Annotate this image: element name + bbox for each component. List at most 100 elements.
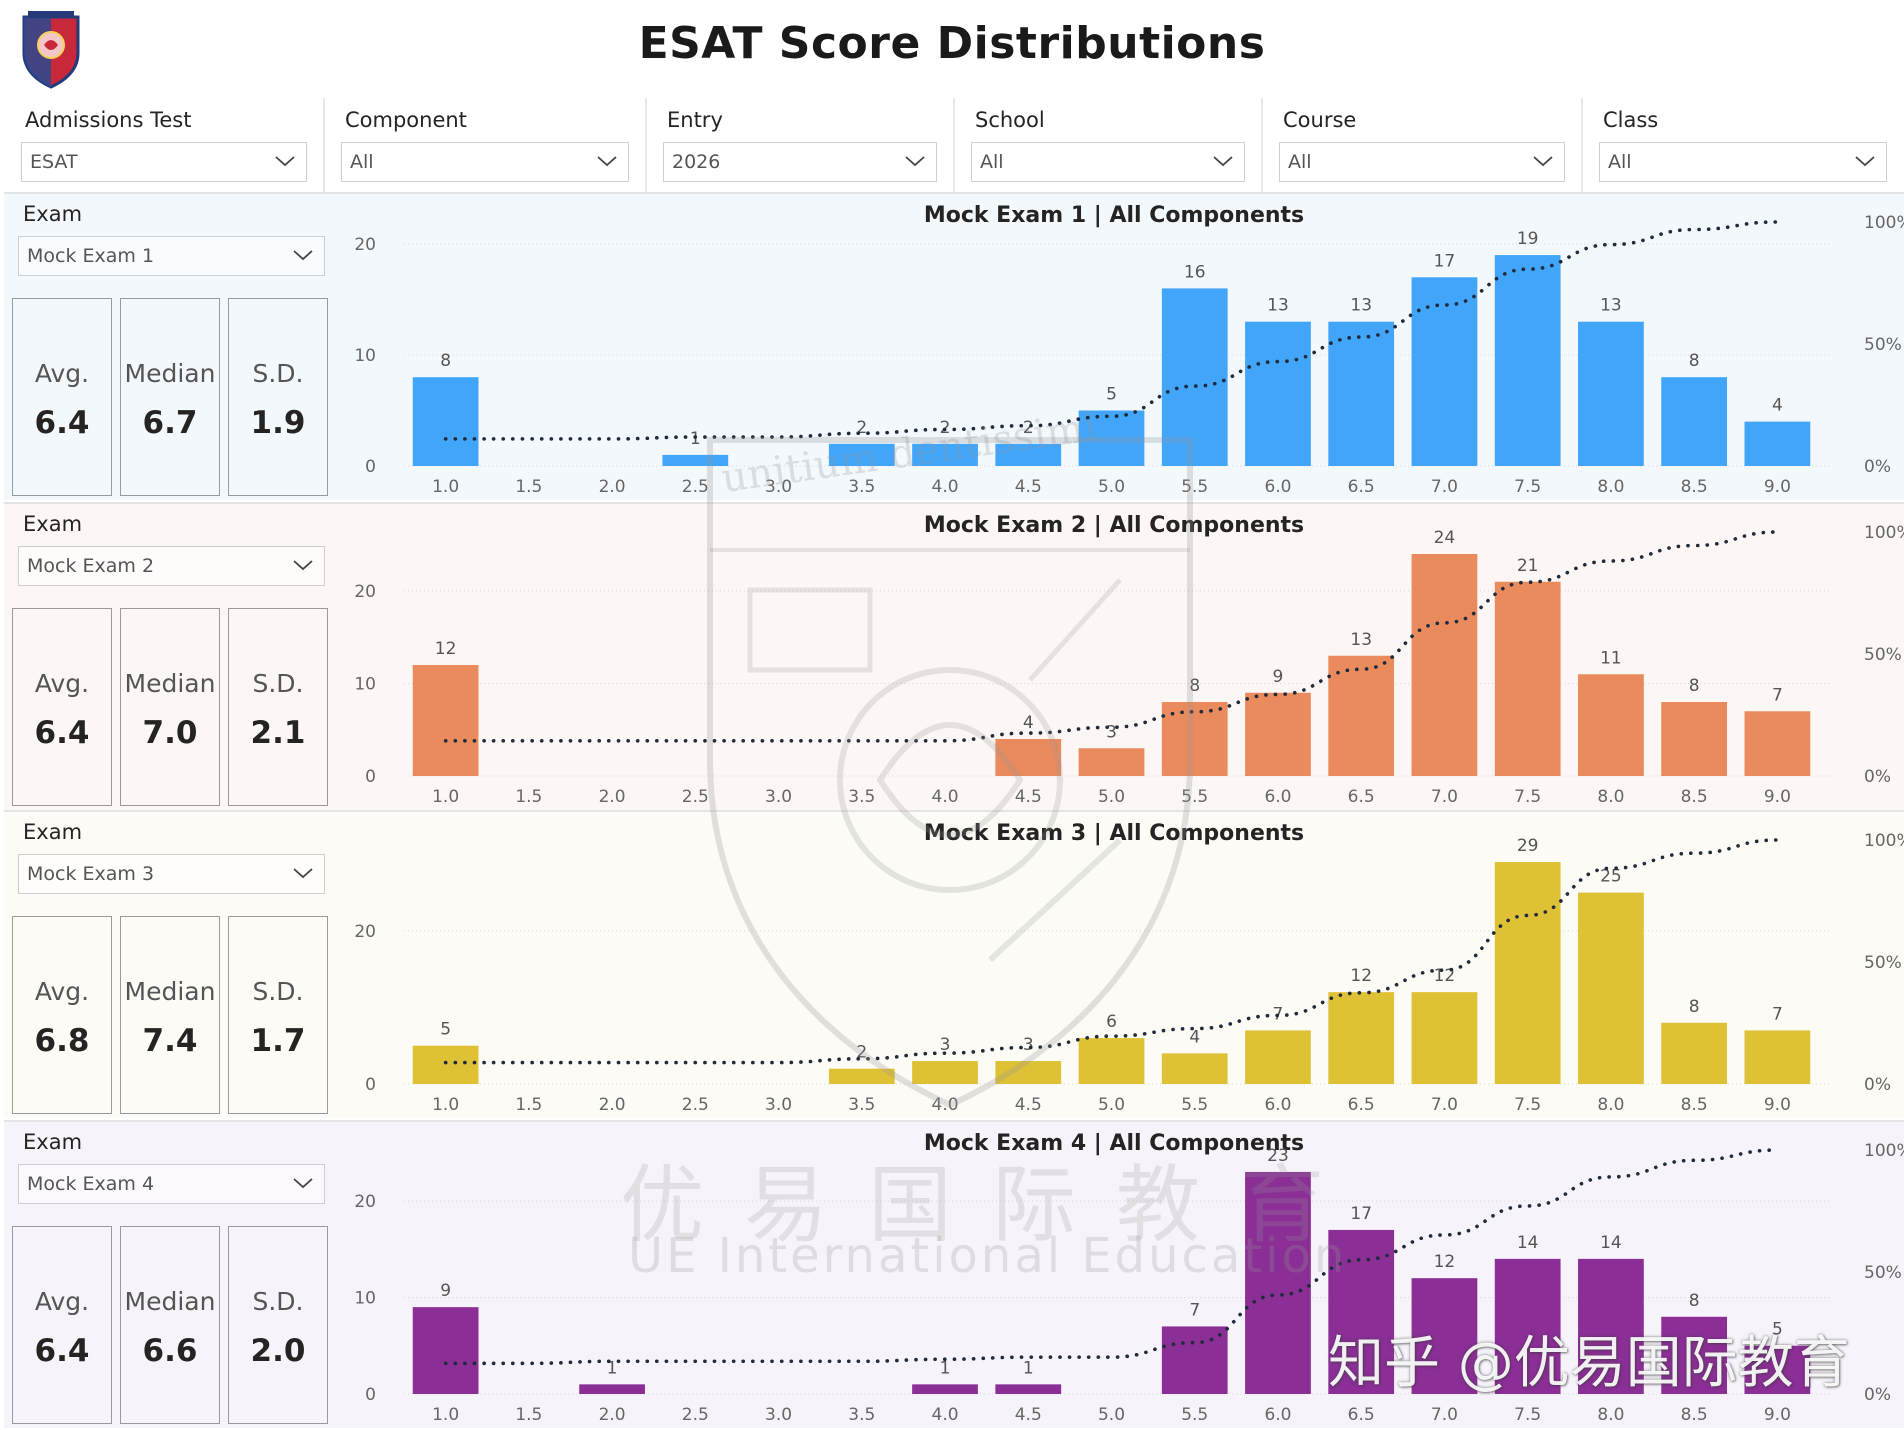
bar	[1494, 862, 1561, 1084]
exam-dropdown[interactable]: Mock Exam 3	[18, 854, 325, 894]
data-label: 13	[1267, 296, 1289, 316]
x-tick-label: 8.0	[1597, 787, 1624, 807]
filter-course: Course All	[1263, 98, 1583, 192]
bar	[828, 1068, 895, 1084]
header: ESAT Score Distributions	[0, 0, 1904, 98]
exam-label: Exam	[23, 1130, 83, 1154]
bar	[1494, 255, 1561, 466]
data-label: 12	[1434, 1252, 1456, 1272]
data-label: 11	[1600, 648, 1622, 668]
exam-dropdown[interactable]: Mock Exam 4	[18, 1164, 325, 1204]
filter-bar: Admissions Test ESAT Component All Entry…	[5, 98, 1903, 192]
x-tick-label: 6.0	[1264, 787, 1291, 807]
sd-value: 2.0	[250, 1333, 306, 1369]
x-tick-label: 3.5	[848, 477, 875, 497]
data-label: 12	[435, 639, 457, 659]
avg-value: 6.8	[34, 1023, 90, 1059]
avg-label: Avg.	[34, 359, 90, 388]
data-label: 9	[440, 1281, 451, 1301]
x-tick-label: 3.0	[765, 1405, 792, 1425]
exam-label: Exam	[23, 820, 83, 844]
x-tick-label: 6.5	[1348, 477, 1375, 497]
entry-dropdown[interactable]: 2026	[663, 142, 937, 182]
dropdown-value: All	[1288, 151, 1312, 173]
x-tick-label: 8.0	[1597, 1095, 1624, 1115]
avg-label: Avg.	[34, 1287, 90, 1316]
x-tick-label: 5.5	[1181, 477, 1208, 497]
median-value: 7.4	[142, 1023, 198, 1059]
y-tick-label: 20	[354, 582, 376, 602]
filter-class: Class All	[1583, 98, 1903, 192]
data-label: 8	[1689, 351, 1700, 371]
filter-school: School All	[955, 98, 1263, 192]
chevron-down-icon	[293, 1178, 313, 1189]
y2-tick-label: 0%	[1864, 767, 1891, 787]
bar	[412, 377, 479, 466]
exam-label: Exam	[23, 202, 83, 226]
bar	[995, 1061, 1062, 1084]
data-label: 1	[940, 1358, 951, 1378]
chart-title: Mock Exam 2 | All Components	[924, 513, 1304, 538]
x-tick-label: 5.5	[1181, 1095, 1208, 1115]
x-tick-label: 2.0	[599, 787, 626, 807]
class-dropdown[interactable]: All	[1599, 142, 1887, 182]
data-label: 23	[1267, 1146, 1289, 1166]
exam-panel-4: Exam Mock Exam 4 Avg. 6.4 Median 6.6 S.D…	[4, 1120, 1904, 1428]
watermark-en: UE International Education	[628, 1228, 1348, 1284]
admissions-test-dropdown[interactable]: ESAT	[21, 142, 307, 182]
data-label: 8	[1689, 676, 1700, 696]
y2-tick-label: 50%	[1864, 953, 1902, 973]
bar	[1328, 321, 1395, 466]
x-tick-label: 2.0	[599, 477, 626, 497]
avg-card: Avg. 6.4	[12, 298, 112, 496]
chevron-down-icon	[275, 156, 295, 167]
x-tick-label: 7.5	[1514, 787, 1541, 807]
median-value: 7.0	[142, 715, 198, 751]
data-label: 29	[1517, 836, 1539, 856]
sd-label: S.D.	[252, 977, 304, 1006]
filter-label: Course	[1283, 108, 1357, 132]
x-tick-label: 4.0	[932, 1405, 959, 1425]
bar	[1161, 288, 1228, 466]
component-dropdown[interactable]: All	[341, 142, 629, 182]
x-tick-label: 6.0	[1264, 1095, 1291, 1115]
filter-label: Entry	[667, 108, 723, 132]
median-card: Median 7.0	[120, 608, 220, 806]
data-label: 3	[1106, 722, 1117, 742]
bar	[1744, 1345, 1811, 1394]
exam-dropdown[interactable]: Mock Exam 1	[18, 236, 325, 276]
bar	[995, 443, 1062, 466]
x-tick-label: 4.5	[1015, 477, 1042, 497]
avg-value: 6.4	[34, 1333, 90, 1369]
data-label: 6	[1106, 1012, 1117, 1032]
course-dropdown[interactable]: All	[1279, 142, 1565, 182]
bar	[1744, 1030, 1811, 1084]
x-tick-label: 8.5	[1681, 477, 1708, 497]
dropdown-value: Mock Exam 2	[27, 555, 155, 577]
bar	[662, 454, 729, 466]
sd-card: S.D. 2.1	[228, 608, 328, 806]
median-label: Median	[124, 669, 216, 698]
x-tick-label: 8.5	[1681, 787, 1708, 807]
x-tick-label: 4.0	[932, 1095, 959, 1115]
dropdown-value: ESAT	[30, 151, 78, 173]
school-dropdown[interactable]: All	[971, 142, 1245, 182]
bar	[1411, 554, 1478, 776]
bar	[412, 1307, 479, 1394]
data-label: 9	[1273, 667, 1284, 687]
x-tick-label: 3.5	[848, 1405, 875, 1425]
data-label: 3	[1023, 1035, 1034, 1055]
chevron-down-icon	[293, 560, 313, 571]
y-tick-label: 10	[354, 1288, 376, 1308]
x-tick-label: 8.5	[1681, 1095, 1708, 1115]
data-label: 13	[1600, 296, 1622, 316]
exam-dropdown[interactable]: Mock Exam 2	[18, 546, 325, 586]
data-label: 4	[1772, 396, 1783, 416]
x-tick-label: 4.0	[932, 787, 959, 807]
bar	[1661, 1022, 1728, 1084]
bar	[1328, 992, 1395, 1084]
bar	[1078, 410, 1145, 466]
x-tick-label: 4.5	[1015, 1405, 1042, 1425]
bar	[912, 1384, 978, 1394]
x-tick-label: 4.5	[1015, 787, 1042, 807]
